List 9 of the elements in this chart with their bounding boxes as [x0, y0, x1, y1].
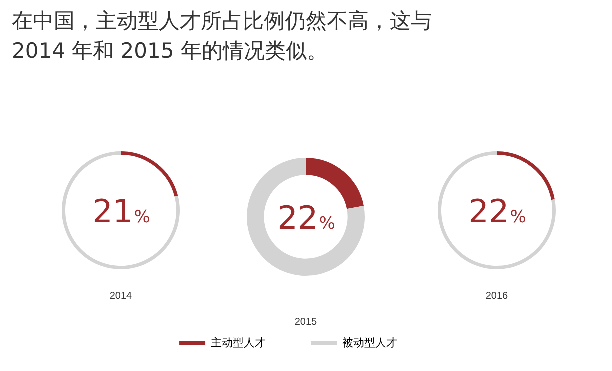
text: 2016	[486, 290, 509, 302]
text: 22%	[278, 199, 336, 237]
text: 2014	[110, 290, 133, 302]
text: 21%	[92, 192, 150, 230]
legend-label: 被动型人才	[342, 336, 432, 350]
legend-label: 主动型人才	[211, 336, 302, 350]
text: 在中国，主动型人才所占比例仍然不高，这与 2014 年和 2015 年的情况类似。	[12, 8, 433, 65]
text: 22%	[468, 192, 526, 230]
text: 2015	[294, 316, 318, 328]
